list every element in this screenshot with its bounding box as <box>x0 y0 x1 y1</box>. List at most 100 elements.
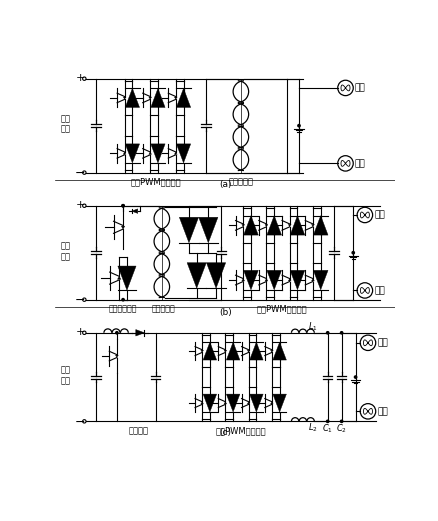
Polygon shape <box>174 152 177 154</box>
Text: (c): (c) <box>219 428 231 438</box>
Circle shape <box>82 204 86 207</box>
Circle shape <box>326 420 328 423</box>
Polygon shape <box>226 394 239 412</box>
Polygon shape <box>131 209 138 214</box>
Text: +: + <box>76 73 85 83</box>
Circle shape <box>116 332 118 334</box>
Polygon shape <box>270 402 272 404</box>
Text: +: + <box>76 200 85 210</box>
Polygon shape <box>290 270 304 290</box>
Polygon shape <box>176 144 190 163</box>
Polygon shape <box>313 216 327 235</box>
Circle shape <box>82 77 86 80</box>
Polygon shape <box>117 266 136 290</box>
Polygon shape <box>198 217 217 243</box>
Polygon shape <box>123 97 126 100</box>
Circle shape <box>337 156 353 171</box>
Text: (a): (a) <box>219 180 231 190</box>
Text: 电网: 电网 <box>373 286 384 295</box>
Text: 电网: 电网 <box>373 210 384 219</box>
Text: 电网: 电网 <box>354 83 365 92</box>
Circle shape <box>351 252 353 254</box>
Text: 升压部分: 升压部分 <box>128 426 148 435</box>
Polygon shape <box>223 402 226 404</box>
Polygon shape <box>150 144 165 163</box>
Polygon shape <box>179 217 198 243</box>
Polygon shape <box>313 270 327 290</box>
Text: 高频开关部分: 高频开关部分 <box>109 304 137 314</box>
Circle shape <box>122 205 124 207</box>
Circle shape <box>353 376 356 378</box>
Polygon shape <box>247 402 249 404</box>
Circle shape <box>360 335 375 351</box>
Text: 电网: 电网 <box>376 407 387 416</box>
Polygon shape <box>266 270 281 290</box>
Text: −: − <box>75 416 85 429</box>
Circle shape <box>122 205 124 207</box>
Polygon shape <box>290 216 304 235</box>
Polygon shape <box>176 89 190 107</box>
Polygon shape <box>200 402 203 404</box>
Text: −: − <box>75 294 85 307</box>
Polygon shape <box>150 89 165 107</box>
Polygon shape <box>121 226 125 229</box>
Text: 电网: 电网 <box>354 159 365 168</box>
Text: 太阳
电池: 太阳 电池 <box>60 366 71 385</box>
Text: $L_2$: $L_2$ <box>307 421 317 434</box>
Polygon shape <box>203 342 216 360</box>
Text: 太阳
电池: 太阳 电池 <box>60 115 71 134</box>
Polygon shape <box>311 279 314 281</box>
Circle shape <box>297 125 300 127</box>
Polygon shape <box>200 350 203 352</box>
Circle shape <box>82 331 86 334</box>
Polygon shape <box>174 97 177 100</box>
Polygon shape <box>125 144 139 163</box>
Polygon shape <box>288 225 290 227</box>
Polygon shape <box>206 263 225 288</box>
Circle shape <box>122 299 124 301</box>
Text: $C_1$: $C_1$ <box>321 423 332 435</box>
Polygon shape <box>247 350 249 352</box>
Polygon shape <box>148 152 151 154</box>
Polygon shape <box>243 216 258 235</box>
Polygon shape <box>249 342 262 360</box>
Polygon shape <box>241 225 244 227</box>
Text: +: + <box>76 327 85 337</box>
Polygon shape <box>270 350 272 352</box>
Text: $L_1$: $L_1$ <box>307 320 317 333</box>
Polygon shape <box>288 279 290 281</box>
Polygon shape <box>243 270 258 290</box>
Polygon shape <box>117 276 121 279</box>
Polygon shape <box>187 263 206 288</box>
Circle shape <box>340 420 342 423</box>
Polygon shape <box>203 394 216 412</box>
Polygon shape <box>272 342 286 360</box>
Polygon shape <box>148 97 151 100</box>
Text: 工频PWM开关部分: 工频PWM开关部分 <box>256 304 307 314</box>
Circle shape <box>82 419 86 423</box>
Polygon shape <box>125 89 139 107</box>
Text: (b): (b) <box>219 307 231 316</box>
Polygon shape <box>265 225 267 227</box>
Text: −: − <box>75 167 85 180</box>
Polygon shape <box>311 225 314 227</box>
Polygon shape <box>272 394 286 412</box>
Polygon shape <box>265 279 267 281</box>
Circle shape <box>82 298 86 301</box>
Circle shape <box>356 283 372 298</box>
Polygon shape <box>266 216 281 235</box>
Circle shape <box>326 332 328 334</box>
Polygon shape <box>249 394 262 412</box>
Text: 工频变压器: 工频变压器 <box>228 177 253 187</box>
Circle shape <box>360 404 375 419</box>
Text: 工频PWM开关部分: 工频PWM开关部分 <box>130 177 180 187</box>
Polygon shape <box>226 342 239 360</box>
Text: 高频变压器: 高频变压器 <box>151 304 175 314</box>
Text: $C_2$: $C_2$ <box>336 423 346 435</box>
Text: 太阳
电池: 太阳 电池 <box>60 241 71 261</box>
Circle shape <box>356 207 372 222</box>
Polygon shape <box>115 355 118 357</box>
Circle shape <box>82 171 86 175</box>
Circle shape <box>337 80 353 96</box>
Text: 电网: 电网 <box>376 338 387 348</box>
